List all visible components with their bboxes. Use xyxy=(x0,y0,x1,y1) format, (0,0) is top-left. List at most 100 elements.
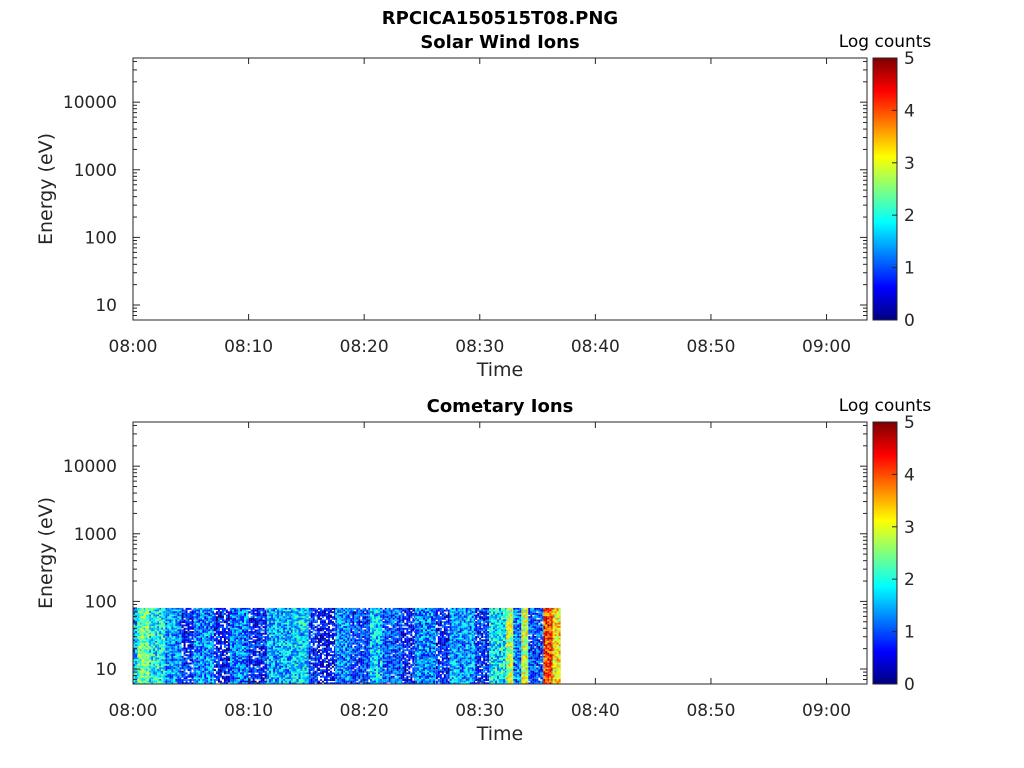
heatmap-cell xyxy=(175,682,178,685)
heatmap-cell xyxy=(221,609,224,612)
heatmap-cell xyxy=(191,674,194,677)
heatmap-cell xyxy=(250,612,253,615)
heatmap-cell xyxy=(183,679,186,681)
heatmap-cell xyxy=(252,614,255,617)
heatmap-cell xyxy=(335,612,338,615)
heatmap-cell xyxy=(252,659,255,662)
heatmap-cell xyxy=(232,622,235,625)
heatmap-cell xyxy=(157,655,160,658)
heatmap-cell xyxy=(196,647,199,650)
heatmap-cell xyxy=(153,660,156,663)
heatmap-cell xyxy=(291,657,293,660)
heatmap-cell xyxy=(310,622,313,625)
heatmap-cell xyxy=(194,682,197,685)
heatmap-cell xyxy=(141,680,144,683)
heatmap-cell xyxy=(323,619,326,622)
heatmap-cell xyxy=(191,616,194,619)
heatmap-cell xyxy=(135,655,137,658)
heatmap-cell xyxy=(296,672,299,675)
heatmap-cell xyxy=(275,647,278,650)
heatmap-cell xyxy=(300,654,303,657)
heatmap-cell xyxy=(314,632,317,635)
heatmap-cell xyxy=(137,650,140,653)
heatmap-cell xyxy=(196,649,199,652)
heatmap-cell xyxy=(202,675,205,678)
heatmap-cell xyxy=(133,665,135,668)
heatmap-cell xyxy=(291,667,293,670)
heatmap-cell xyxy=(210,662,213,665)
heatmap-cell xyxy=(173,649,176,652)
heatmap-cell xyxy=(267,645,270,648)
heatmap-cell xyxy=(321,621,324,624)
heatmap-cell xyxy=(271,677,274,680)
heatmap-cell xyxy=(198,672,201,675)
heatmap-cell xyxy=(189,657,192,660)
heatmap-cell xyxy=(240,660,243,663)
heatmap-cell xyxy=(250,675,253,678)
heatmap-cell xyxy=(206,636,209,638)
heatmap-cell xyxy=(250,655,253,658)
heatmap-cell xyxy=(306,616,309,619)
heatmap-cell xyxy=(335,662,338,665)
heatmap-cell xyxy=(337,659,340,662)
heatmap-cell xyxy=(161,641,164,643)
heatmap-cell xyxy=(285,609,288,612)
heatmap-cell xyxy=(298,667,301,670)
heatmap-cell xyxy=(248,647,251,650)
heatmap-cell xyxy=(269,650,272,653)
heatmap-cell xyxy=(250,650,253,653)
heatmap-cell xyxy=(204,670,207,673)
heatmap-cell xyxy=(277,649,280,652)
heatmap-cell xyxy=(310,652,313,655)
heatmap-cell xyxy=(281,639,284,642)
heatmap-cell xyxy=(157,662,160,665)
heatmap-cell xyxy=(258,647,261,650)
colorbar-segment xyxy=(873,235,897,238)
heatmap-cell xyxy=(240,609,243,612)
heatmap-cell xyxy=(275,616,278,619)
heatmap-cell xyxy=(238,664,241,667)
heatmap-cell xyxy=(191,641,194,643)
heatmap-cell xyxy=(159,670,162,673)
heatmap-cell xyxy=(296,669,299,672)
heatmap-cell xyxy=(331,659,334,662)
heatmap-cell xyxy=(193,645,195,648)
heatmap-cell xyxy=(212,662,214,665)
heatmap-cell xyxy=(333,645,336,648)
heatmap-cell xyxy=(283,655,286,658)
heatmap-cell xyxy=(217,614,220,617)
heatmap-cell xyxy=(141,645,144,648)
heatmap-cell xyxy=(232,649,235,652)
heatmap-cell xyxy=(227,619,230,622)
heatmap-cell xyxy=(215,665,218,668)
heatmap-cell xyxy=(169,607,172,610)
heatmap-cell xyxy=(250,645,253,648)
heatmap-cell xyxy=(283,641,286,643)
heatmap-cell xyxy=(167,636,170,638)
heatmap-cell xyxy=(139,644,142,647)
heatmap-cell xyxy=(329,642,332,645)
heatmap-cell xyxy=(240,644,243,647)
heatmap-cell xyxy=(221,682,224,685)
heatmap-cell xyxy=(230,664,233,667)
heatmap-cell xyxy=(291,654,293,657)
heatmap-cell xyxy=(312,672,315,675)
heatmap-cell xyxy=(275,669,278,672)
heatmap-cell xyxy=(204,611,207,614)
heatmap-cell xyxy=(187,624,190,627)
heatmap-cell xyxy=(240,622,243,625)
heatmap-cell xyxy=(173,659,176,662)
heatmap-cell xyxy=(314,636,317,638)
heatmap-cell xyxy=(198,675,201,678)
heatmap-cell xyxy=(316,611,318,614)
heatmap-cell xyxy=(202,612,205,615)
heatmap-cell xyxy=(337,662,340,665)
heatmap-cell xyxy=(137,607,138,610)
heatmap-cell xyxy=(279,645,282,648)
heatmap-cell xyxy=(335,644,338,647)
heatmap-cell xyxy=(153,662,156,665)
heatmap-cell xyxy=(275,649,278,652)
heatmap-cell xyxy=(155,629,158,632)
heatmap-cell xyxy=(238,657,241,660)
heatmap-cell xyxy=(163,682,166,685)
